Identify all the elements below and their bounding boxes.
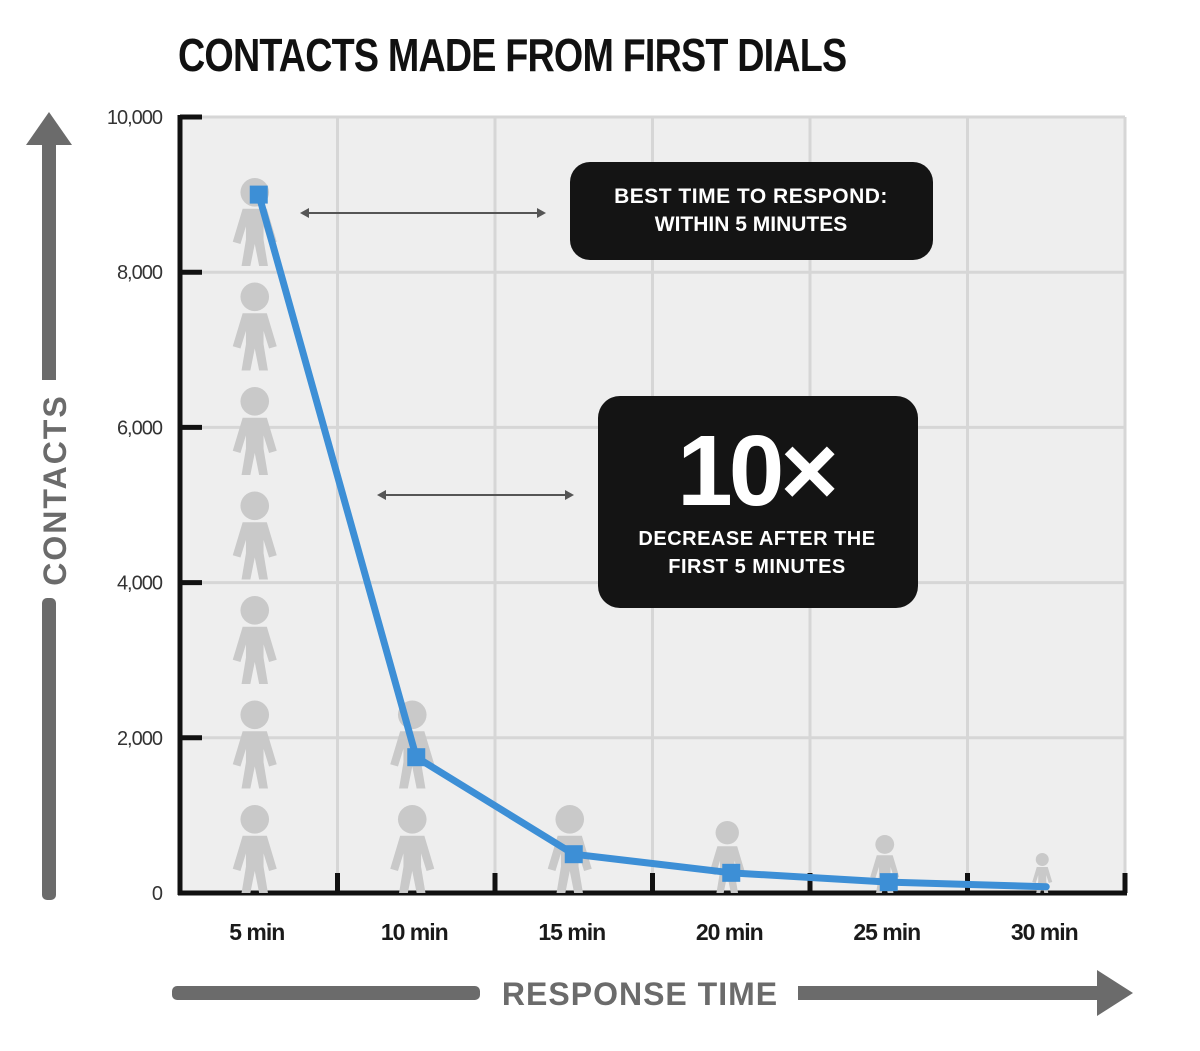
person-icon xyxy=(232,387,277,475)
data-point xyxy=(249,185,268,204)
person-icon xyxy=(232,805,277,893)
callout-best-time-line1: BEST TIME TO RESPOND: xyxy=(614,185,888,208)
x-axis-arrow-shaft-right xyxy=(798,986,1100,1000)
person-body xyxy=(232,731,277,789)
person-head xyxy=(240,700,270,730)
person-head xyxy=(240,805,270,834)
person-head xyxy=(240,282,270,312)
y-tick-label: 4,000 xyxy=(117,573,163,595)
connector-head-right xyxy=(565,490,574,500)
person-body xyxy=(232,522,277,580)
callout-best-time xyxy=(570,162,933,260)
x-axis-arrow-shaft-left xyxy=(172,986,480,1000)
person-head xyxy=(240,387,270,416)
x-tick-label: 5 min xyxy=(229,919,284,945)
y-axis-arrow-shaft-top xyxy=(42,142,56,380)
data-point xyxy=(722,863,741,882)
x-tick-label: 15 min xyxy=(538,919,605,945)
person-head xyxy=(240,596,270,625)
person-head xyxy=(397,805,427,834)
y-tick-label: 2,000 xyxy=(117,728,163,750)
x-tick-label: 25 min xyxy=(853,919,920,945)
connector-head-right xyxy=(537,208,546,218)
callout-decrease-line2: FIRST 5 MINUTES xyxy=(668,556,846,578)
y-tick-label: 10,000 xyxy=(107,107,163,129)
callout-decrease-big: 10× xyxy=(677,415,835,527)
person-body xyxy=(1032,867,1053,893)
callout-best-time-line2: WITHIN 5 MINUTES xyxy=(655,213,848,236)
y-tick-label: 0 xyxy=(152,883,163,905)
person-body xyxy=(232,626,277,684)
person-head xyxy=(875,835,895,854)
y-axis-arrow-shaft-bottom xyxy=(42,598,56,900)
x-tick-label: 20 min xyxy=(696,919,763,945)
person-icon xyxy=(1032,853,1053,893)
person-body xyxy=(390,835,435,893)
callout-decrease xyxy=(598,396,918,608)
connector-decrease xyxy=(377,490,574,500)
callout-decrease-line1: DECREASE AFTER THE xyxy=(638,528,875,550)
data-point xyxy=(407,748,426,767)
person-icon xyxy=(232,491,277,580)
data-point xyxy=(879,873,898,892)
series-line xyxy=(255,191,1050,891)
x-axis-label: RESPONSE TIME xyxy=(502,976,778,1012)
person-head xyxy=(555,805,585,834)
x-axis-arrow-head xyxy=(1097,970,1133,1016)
person-head xyxy=(240,491,270,521)
y-tick-label: 6,000 xyxy=(117,417,163,439)
person-head xyxy=(715,821,739,845)
person-body xyxy=(232,417,277,475)
person-icon xyxy=(232,700,277,789)
x-tick-label: 10 min xyxy=(381,919,448,945)
person-body xyxy=(232,313,277,371)
connector-best-time xyxy=(300,208,546,218)
y-axis-arrow-head xyxy=(26,112,72,145)
person-icon xyxy=(390,805,435,893)
chart-title: CONTACTS MADE FROM FIRST DIALS xyxy=(178,29,847,81)
person-body xyxy=(232,835,277,893)
connector-head-left xyxy=(300,208,309,218)
y-axis-label: CONTACTS xyxy=(37,394,73,585)
x-tick-label: 30 min xyxy=(1011,919,1078,945)
person-head xyxy=(1035,853,1049,866)
person-icon xyxy=(232,596,277,684)
y-tick-label: 8,000 xyxy=(117,262,163,284)
person-icon xyxy=(232,282,277,371)
data-point xyxy=(564,845,583,864)
connector-head-left xyxy=(377,490,386,500)
